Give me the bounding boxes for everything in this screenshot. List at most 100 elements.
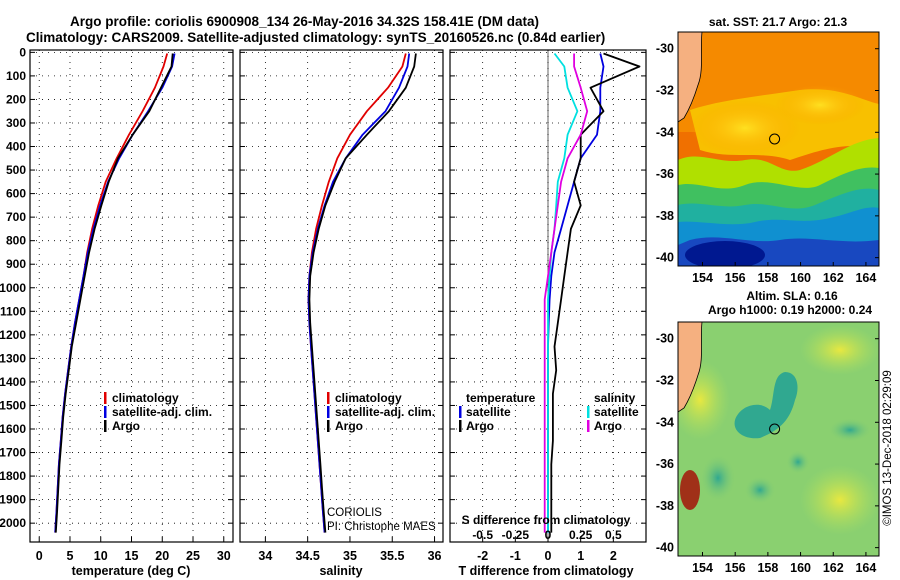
depth-tick-label: 900 — [6, 257, 26, 271]
x-tick-label: -1 — [510, 549, 521, 563]
legend-swatch-argo — [327, 420, 330, 432]
legend-label-t-argo: Argo — [466, 419, 494, 433]
map-lon-label: 158 — [757, 561, 778, 575]
x-tick-label: 30 — [217, 549, 231, 563]
map-lon-label: 158 — [757, 271, 778, 285]
depth-tick-label: 1400 — [0, 375, 26, 389]
series-line-s-satellite — [547, 52, 579, 533]
x-tick-label: 25 — [186, 549, 200, 563]
grid-layer — [30, 50, 646, 542]
s-tick-label: -0.5 — [472, 528, 493, 542]
salinity-panel — [239, 49, 444, 543]
x-tick-label: 0 — [36, 549, 43, 563]
map-lat-label: -40 — [656, 251, 674, 265]
sla-map-image — [678, 322, 879, 556]
series-line-t-argo — [550, 52, 641, 533]
series-line-argo — [54, 53, 174, 533]
pi-credit: PI: Christophe MAES — [327, 521, 436, 533]
series-line-t-satellite — [547, 53, 605, 533]
series-line-satellite-adj-clim- — [54, 53, 176, 533]
series-line-argo — [308, 53, 417, 533]
depth-axis: 0 100 200 300 400 500 600 700 800 900 1000 1100 1200… — [0, 45, 26, 530]
legend-swatch-satellite — [327, 406, 330, 418]
series-layer — [54, 52, 641, 533]
legend-label-t-satellite: satellite — [466, 405, 511, 419]
legend-swatch-argo — [104, 420, 107, 432]
sla-map-ticks: 154 156 158 160 162 164 -30 -32 -34 -36 -38 -40 — [656, 332, 879, 575]
header-line-1: Argo profile: coriolis 6900908_134 26-Ma… — [70, 14, 539, 29]
salinity-legend: climatology satellite-adj. clim. Argo — [327, 391, 435, 433]
sst-map-ticks: 154 156 158 160 162 164 -30 -32 -34 -36 -38 -40 — [656, 42, 879, 285]
map-lon-label: 162 — [823, 271, 844, 285]
map-lat-label: -30 — [656, 42, 674, 56]
map-lat-label: -36 — [656, 457, 674, 471]
sst-argo-location-marker — [769, 133, 781, 145]
difference-legend-temperature: temperature satellite Argo — [459, 391, 536, 433]
map-lat-label: -38 — [656, 499, 674, 513]
map-lat-label: -34 — [656, 125, 674, 139]
legend-swatch-s-satellite — [587, 406, 590, 418]
legend-label-climatology: climatology — [335, 391, 402, 405]
x-tick-label: 1 — [577, 549, 584, 563]
map-lat-label: -40 — [656, 541, 674, 555]
map-lon-label: 164 — [855, 561, 876, 575]
map-lat-label: -32 — [656, 374, 674, 388]
s-tick-label: 0.25 — [569, 528, 593, 542]
x-tick-label: 35 — [343, 549, 357, 563]
sla-map-frame — [677, 321, 880, 557]
legend-swatch-t-argo — [459, 420, 462, 432]
x-tick-label: 0 — [545, 549, 552, 563]
map-lat-label: -36 — [656, 167, 674, 181]
x-tick-label: 34.5 — [295, 549, 319, 563]
legend-label-climatology: climatology — [112, 391, 179, 405]
tick-layer: 0 5 10 15 20 25 30 34 34.5 35 35.5 36 -2 -1 0 1 2 — [30, 51, 646, 563]
legend-label-satellite: satellite-adj. clim. — [335, 405, 435, 419]
depth-tick-label: 1800 — [0, 469, 26, 483]
depth-tick-label: 600 — [6, 187, 26, 201]
sst-map-frame — [677, 31, 880, 267]
depth-tick-label: 200 — [6, 92, 26, 106]
legend-label-satellite: satellite-adj. clim. — [112, 405, 212, 419]
x-tick-label: 36 — [428, 549, 442, 563]
depth-tick-label: 1500 — [0, 398, 26, 412]
series-line-satellite-adj-clim- — [307, 53, 411, 533]
x-tick-label: 34 — [258, 549, 272, 563]
sla-map-subtitle: Argo h1000: 0.19 h2000: 0.24 — [708, 303, 872, 317]
map-lat-label: -38 — [656, 209, 674, 223]
legend-label-argo: Argo — [112, 419, 140, 433]
s-tick-label: 0 — [545, 528, 552, 542]
map-lon-label: 164 — [855, 271, 876, 285]
depth-tick-label: 800 — [6, 234, 26, 248]
difference-legend-salinity: salinity satellite Argo — [587, 391, 639, 433]
legend-title-temperature: temperature — [466, 391, 536, 405]
x-tick-label: 5 — [67, 549, 74, 563]
series-line-s-argo — [543, 53, 589, 533]
temperature-xlabel: temperature (deg C) — [72, 564, 191, 578]
map-lon-label: 160 — [790, 561, 811, 575]
coriolis-credit: CORIOLIS — [327, 507, 382, 519]
depth-tick-label: 400 — [6, 140, 26, 154]
s-difference-ticks: -0.5 -0.25 0 0.25 0.5 — [472, 528, 622, 542]
map-lon-label: 160 — [790, 271, 811, 285]
legend-swatch-satellite — [104, 406, 107, 418]
depth-tick-label: 1100 — [0, 304, 26, 318]
sla-argo-location-marker — [769, 423, 781, 435]
sst-map-title: sat. SST: 21.7 Argo: 21.3 — [709, 15, 848, 29]
map-lon-label: 154 — [692, 271, 713, 285]
x-tick-label: 10 — [94, 549, 108, 563]
map-lon-label: 156 — [725, 271, 746, 285]
difference-xlabel: T difference from climatology — [458, 564, 633, 578]
depth-tick-label: 1000 — [0, 281, 26, 295]
temperature-legend: climatology satellite-adj. clim. Argo — [104, 391, 212, 433]
legend-swatch-t-satellite — [459, 406, 462, 418]
depth-tick-label: 1900 — [0, 493, 26, 507]
map-lat-label: -30 — [656, 332, 674, 346]
legend-swatch-climatology — [327, 392, 330, 404]
depth-tick-label: 100 — [6, 69, 26, 83]
depth-tick-label: 1300 — [0, 351, 26, 365]
x-tick-label: 35.5 — [380, 549, 404, 563]
series-line-climatology — [307, 53, 407, 533]
map-lon-label: 154 — [692, 561, 713, 575]
series-line-climatology — [54, 53, 169, 533]
